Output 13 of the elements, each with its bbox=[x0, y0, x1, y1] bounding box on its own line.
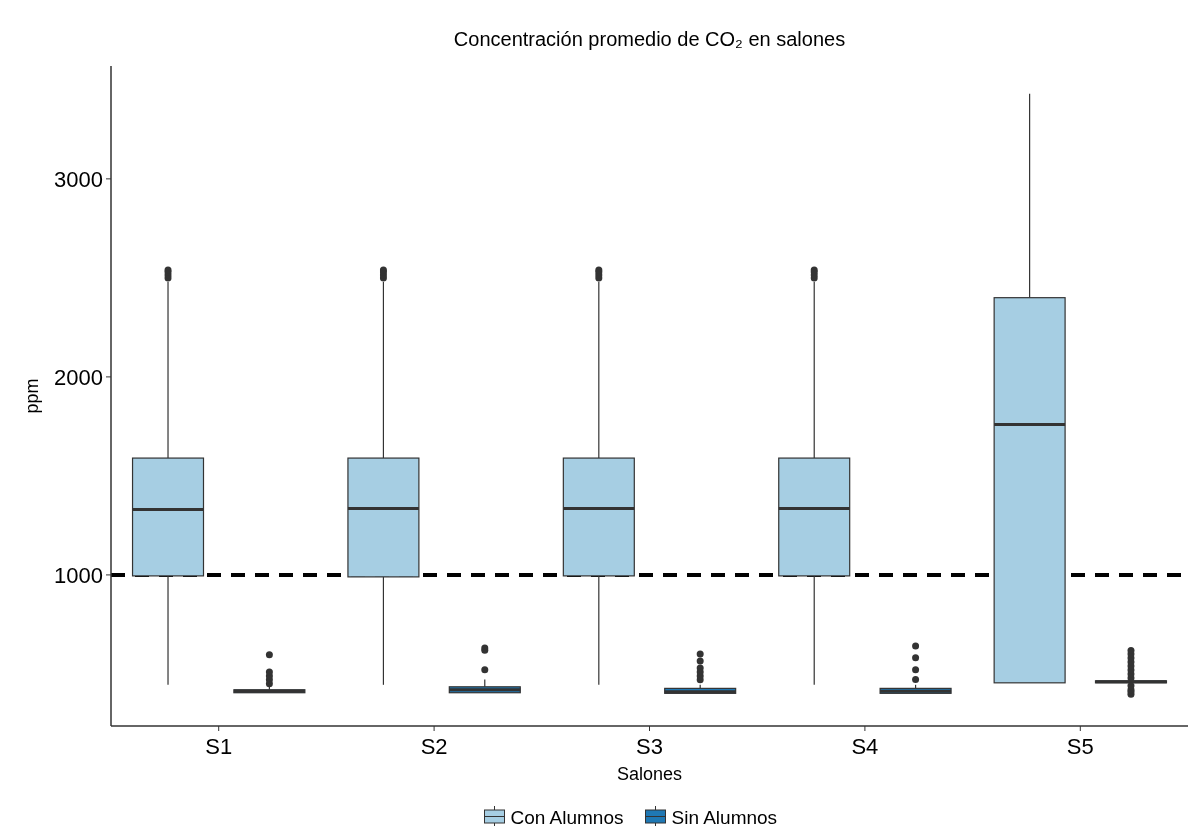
legend-label: Sin Alumnos bbox=[671, 806, 778, 828]
x-tick-label: S2 bbox=[420, 734, 448, 759]
y-tick-label: 2000 bbox=[54, 364, 103, 390]
y-axis-title: ppm bbox=[22, 378, 42, 414]
x-tick-label: S3 bbox=[636, 734, 663, 759]
x-tick-label: S4 bbox=[851, 734, 879, 759]
chart-title: Concentración promedio de CO₂ en salones bbox=[453, 28, 846, 50]
y-tick-label: 3000 bbox=[54, 166, 103, 192]
y-tick-label: 1000 bbox=[54, 562, 103, 588]
x-tick-label: S1 bbox=[205, 734, 233, 759]
legend-label: Con Alumnos bbox=[510, 806, 624, 828]
x-axis-title: Salones bbox=[616, 764, 683, 784]
x-tick-label: S5 bbox=[1066, 734, 1094, 759]
